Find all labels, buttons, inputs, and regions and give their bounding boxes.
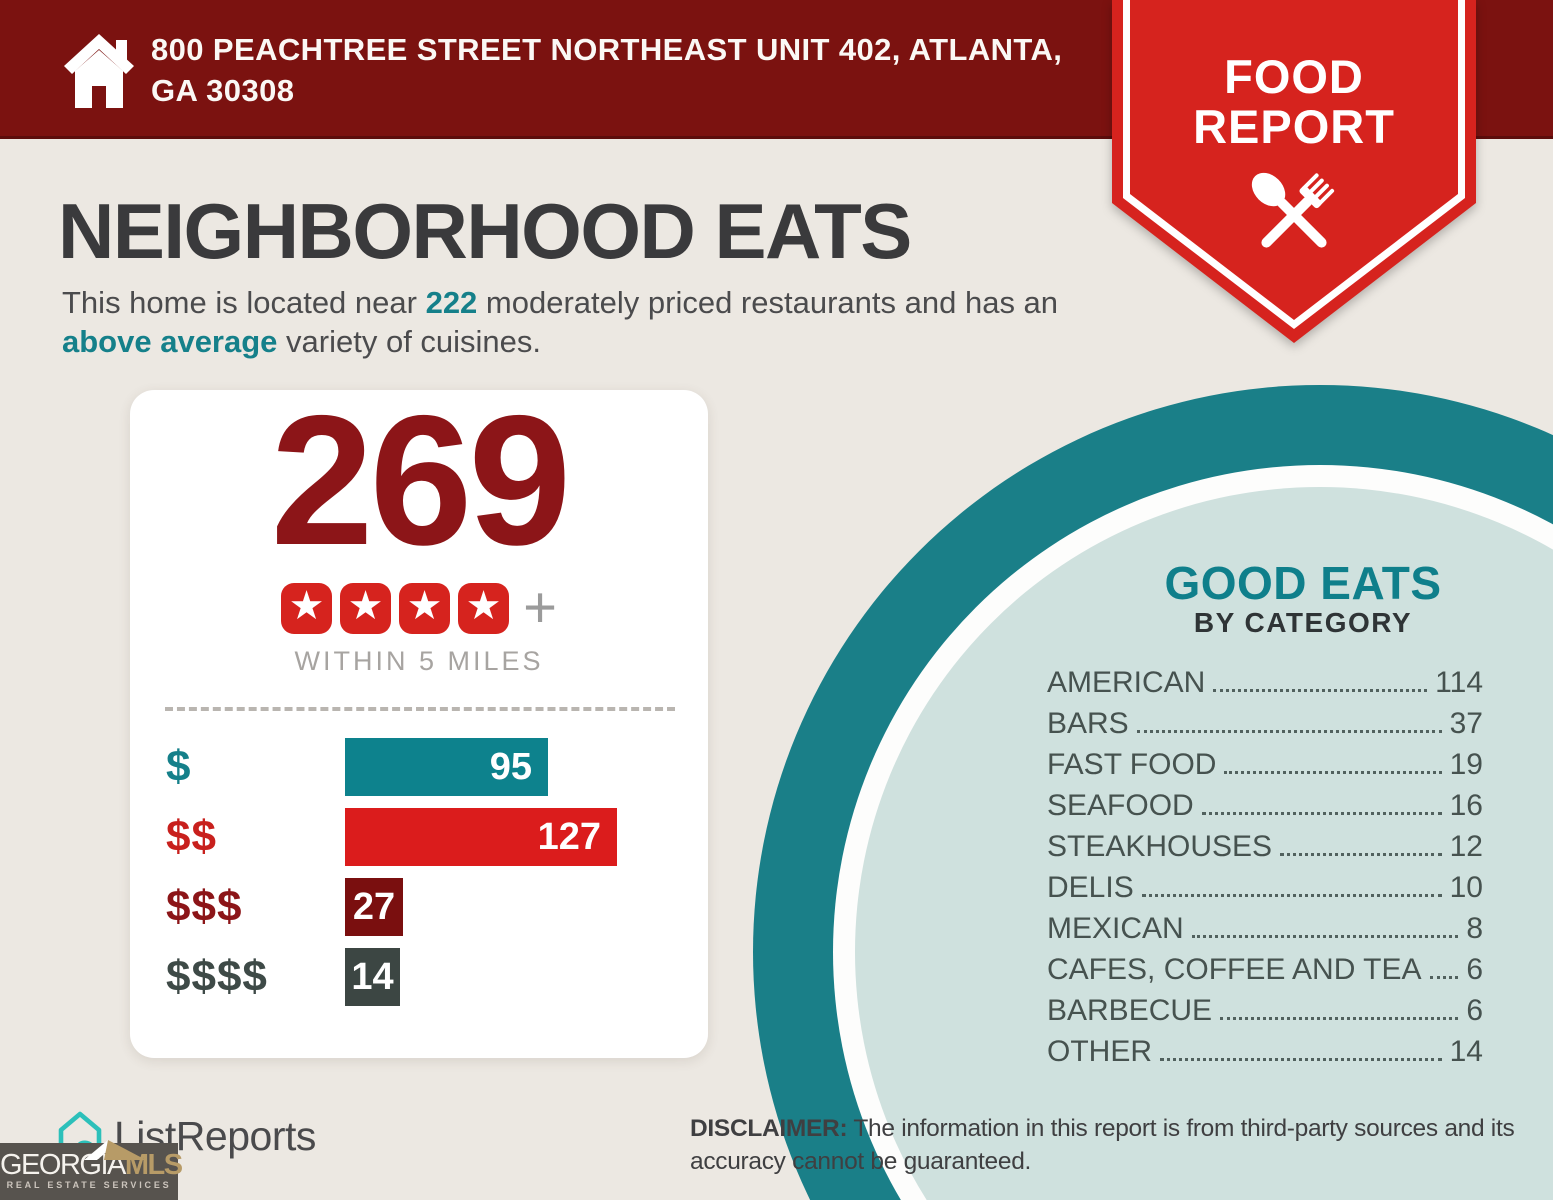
price-bar-row: $$ 127 bbox=[130, 808, 708, 866]
category-row: BARBECUE 6 bbox=[1047, 994, 1483, 1027]
category-value: 16 bbox=[1449, 789, 1483, 822]
price-bar-row: $95 bbox=[130, 738, 708, 796]
badge-title-line1: FOOD bbox=[1224, 50, 1364, 103]
price-level-label: $ bbox=[166, 742, 192, 791]
star-icon: ★ bbox=[281, 582, 333, 634]
page-title: NEIGHBORHOOD EATS bbox=[58, 187, 912, 275]
category-value: 6 bbox=[1466, 953, 1483, 986]
star-icon: ★ bbox=[458, 582, 510, 634]
category-label: BARBECUE bbox=[1047, 994, 1213, 1027]
price-bar: 127 bbox=[345, 808, 617, 866]
plus-sign: + bbox=[523, 575, 557, 640]
property-address: 800 PEACHTREE STREET NORTHEAST UNIT 402,… bbox=[151, 29, 1062, 111]
star-glyph: ★ bbox=[347, 583, 384, 629]
price-bar-row: $$$ 27 bbox=[130, 878, 708, 936]
restaurant-stats-card: 269 ★ ★ ★ ★ + WITHIN 5 MILES $95 $$ 127 $$$ 27 $$… bbox=[130, 378, 708, 1058]
category-row: FAST FOOD 19 bbox=[1047, 748, 1483, 781]
star-icon: ★ bbox=[399, 582, 451, 634]
restaurant-count: 222 bbox=[425, 285, 478, 320]
category-row: OTHER 14 bbox=[1047, 1035, 1483, 1068]
category-row: SEAFOOD 16 bbox=[1047, 789, 1483, 822]
price-level-label: $$$ bbox=[166, 882, 243, 931]
category-label: DELIS bbox=[1047, 871, 1134, 904]
price-bar-value: 95 bbox=[489, 745, 532, 788]
category-row: BARS 37 bbox=[1047, 707, 1483, 740]
price-bar-value: 14 bbox=[351, 955, 394, 998]
category-label: OTHER bbox=[1047, 1035, 1152, 1068]
category-value: 19 bbox=[1449, 748, 1483, 781]
category-row: MEXICAN 8 bbox=[1047, 912, 1483, 945]
good-eats-title: GOOD EATS bbox=[1164, 557, 1442, 609]
star-icon: ★ bbox=[340, 582, 392, 634]
star-glyph: ★ bbox=[465, 583, 502, 629]
star-glyph: ★ bbox=[406, 583, 443, 629]
category-row: AMERICAN 114 bbox=[1047, 666, 1483, 699]
variety-rating: above average bbox=[62, 324, 278, 359]
total-restaurants-count: 269 bbox=[270, 378, 572, 584]
dotted-leader bbox=[1191, 935, 1459, 938]
price-level-label: $$ bbox=[166, 812, 217, 861]
address-line-2: GA 30308 bbox=[151, 73, 295, 108]
category-label: BARS bbox=[1047, 707, 1129, 740]
intro-text-post: variety of cuisines. bbox=[277, 324, 542, 359]
dashed-divider bbox=[165, 707, 675, 711]
dotted-leader bbox=[1141, 894, 1442, 897]
intro-text-pre: This home is located near bbox=[62, 285, 426, 320]
price-bar: 27 bbox=[345, 878, 403, 936]
category-value: 114 bbox=[1435, 666, 1483, 699]
dotted-leader bbox=[1220, 1017, 1459, 1020]
home-icon bbox=[64, 34, 134, 108]
dotted-leader bbox=[1136, 730, 1442, 733]
category-label: CAFES, COFFEE AND TEA bbox=[1047, 953, 1422, 986]
intro-text-mid: moderately priced restaurants and has an bbox=[477, 285, 1059, 320]
dotted-leader bbox=[1429, 976, 1459, 979]
food-report-badge: FOOD REPORT bbox=[1112, 0, 1476, 344]
price-bar-row: $$$$ 14 bbox=[130, 948, 708, 1006]
category-row: CAFES, COFFEE AND TEA 6 bbox=[1047, 953, 1483, 986]
disclaimer-label: DISCLAIMER: bbox=[690, 1115, 848, 1142]
category-row: DELIS 10 bbox=[1047, 871, 1483, 904]
price-level-label: $$$$ bbox=[166, 952, 268, 1001]
category-label: AMERICAN bbox=[1047, 666, 1206, 699]
category-label: FAST FOOD bbox=[1047, 748, 1217, 781]
disclaimer-body: The information in this report is from t… bbox=[690, 1115, 1515, 1175]
star-glyph: ★ bbox=[288, 583, 325, 629]
dotted-leader bbox=[1280, 853, 1442, 856]
mls-tagline: REAL ESTATE SERVICES bbox=[6, 1180, 172, 1190]
price-bar-value: 127 bbox=[537, 815, 601, 858]
dotted-leader bbox=[1224, 771, 1442, 774]
category-value: 10 bbox=[1449, 871, 1483, 904]
good-eats-subtitle: BY CATEGORY bbox=[1193, 607, 1413, 638]
radius-label: WITHIN 5 MILES bbox=[294, 646, 544, 676]
address-line-1: 800 PEACHTREE STREET NORTHEAST UNIT 402,… bbox=[151, 32, 1063, 67]
category-value: 12 bbox=[1449, 830, 1483, 863]
price-bar: 95 bbox=[345, 738, 548, 796]
category-row: STEAKHOUSES 12 bbox=[1047, 830, 1483, 863]
category-value: 14 bbox=[1449, 1035, 1483, 1068]
intro-text: This home is located near 222 moderately… bbox=[62, 283, 1062, 361]
georgia-mls-logo: GEORGIAMLS REAL ESTATE SERVICES bbox=[0, 1140, 183, 1200]
price-bar-value: 27 bbox=[352, 885, 396, 928]
mls-roof-icon bbox=[84, 1140, 146, 1160]
category-value: 8 bbox=[1466, 912, 1483, 945]
disclaimer-text: DISCLAIMER: The information in this repo… bbox=[690, 1112, 1553, 1178]
spoon-fork-icon bbox=[1251, 172, 1335, 248]
category-value: 37 bbox=[1449, 707, 1483, 740]
category-label: SEAFOOD bbox=[1047, 789, 1194, 822]
category-label: STEAKHOUSES bbox=[1047, 830, 1273, 863]
star-rating: ★ ★ ★ ★ + bbox=[130, 575, 708, 640]
dotted-leader bbox=[1160, 1058, 1442, 1061]
category-label: MEXICAN bbox=[1047, 912, 1184, 945]
category-value: 6 bbox=[1466, 994, 1483, 1027]
good-eats-category-list: AMERICAN 114 BARS 37 FAST FOOD 19 SEAFOOD 16 STE… bbox=[1047, 666, 1483, 1076]
badge-title-line2: REPORT bbox=[1193, 100, 1395, 153]
price-level-bar-chart: $95 $$ 127 $$$ 27 $$$$ 14 bbox=[130, 738, 708, 1006]
dotted-leader bbox=[1201, 812, 1442, 815]
dotted-leader bbox=[1213, 689, 1428, 692]
price-bar: 14 bbox=[345, 948, 400, 1006]
